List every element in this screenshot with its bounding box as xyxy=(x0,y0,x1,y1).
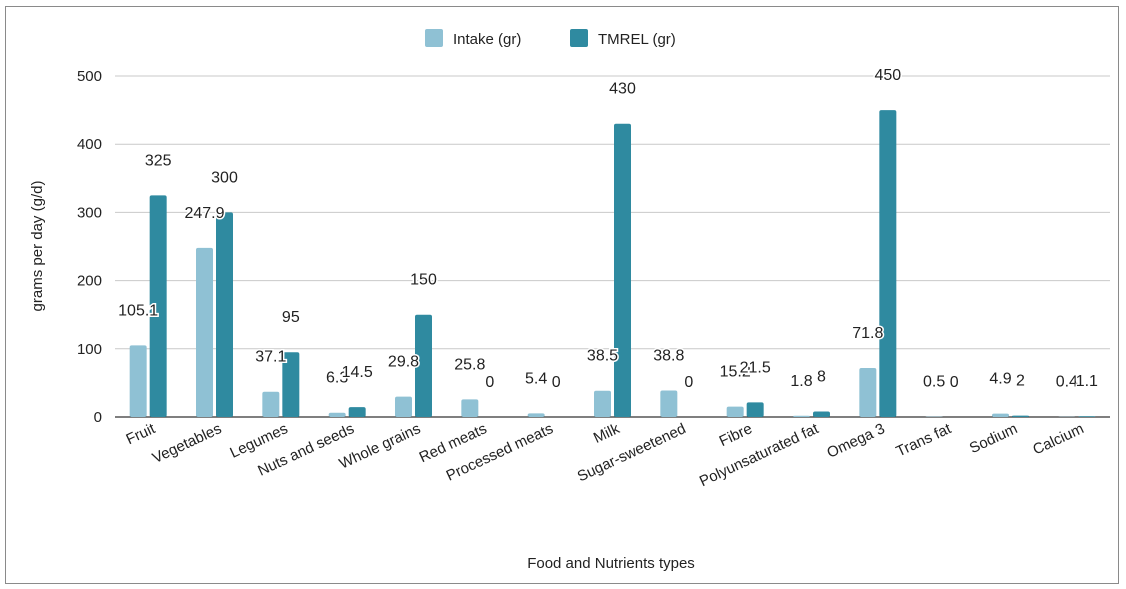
bar-intake xyxy=(793,415,810,417)
x-tick-label: Fruit xyxy=(123,420,158,448)
x-tick-label: Fibre xyxy=(717,420,755,450)
y-tick-label: 400 xyxy=(77,136,102,153)
legend-swatch-intake xyxy=(425,29,443,47)
x-axis-title: Food and Nutrients types xyxy=(527,555,695,572)
x-tick-label: Trans fat xyxy=(894,420,955,461)
data-label: 21.5 xyxy=(740,359,771,376)
legend-label-intake: Intake (gr) xyxy=(453,31,521,48)
data-label: 8 xyxy=(817,369,826,386)
legend: Intake (gr) TMREL (gr) xyxy=(425,29,676,48)
data-label: 0 xyxy=(552,374,561,391)
bar-tmrel xyxy=(879,110,897,417)
data-label: 430 xyxy=(609,81,636,98)
bar-tmrel xyxy=(348,407,366,417)
bar-intake xyxy=(992,413,1009,417)
y-tick-label: 100 xyxy=(77,341,102,358)
data-label: 38.8 xyxy=(653,348,684,365)
bar-intake xyxy=(594,390,611,417)
x-tick-label: Calcium xyxy=(1030,420,1086,458)
bar-tmrel xyxy=(614,123,631,418)
data-label: 1.1 xyxy=(1076,373,1098,390)
data-label: 15.2 xyxy=(720,364,751,381)
x-tick-label: Milk xyxy=(591,420,623,447)
data-label: 0.5 xyxy=(923,374,945,391)
data-label: 29.8 xyxy=(388,354,419,371)
bars xyxy=(129,110,1096,418)
data-label: 1.8 xyxy=(790,373,812,390)
bar-intake xyxy=(129,345,147,417)
data-label: 25.8 xyxy=(454,356,485,373)
data-label: 4.9 xyxy=(989,371,1011,388)
data-label: 450 xyxy=(874,67,901,84)
data-label: 105.1 xyxy=(118,302,158,319)
bar-tmrel xyxy=(1078,416,1096,417)
data-label: 325 xyxy=(145,152,172,169)
bar-tmrel xyxy=(149,195,167,417)
data-label: 300 xyxy=(211,169,238,186)
y-axis-title: grams per day (g/d) xyxy=(29,181,46,312)
x-tick-label: Vegetables xyxy=(150,420,224,467)
bar-intake xyxy=(328,412,346,417)
data-label: 14.5 xyxy=(342,364,373,381)
bar-tmrel xyxy=(415,314,432,417)
bar-intake xyxy=(395,396,412,417)
data-label: 38.5 xyxy=(587,348,618,365)
data-label: 0 xyxy=(950,374,959,391)
y-tick-label: 500 xyxy=(77,68,102,85)
y-tick-label: 300 xyxy=(77,204,102,221)
data-label: 0 xyxy=(684,374,693,391)
bar-intake xyxy=(196,247,213,417)
bar-tmrel xyxy=(216,212,233,417)
y-tick-label: 0 xyxy=(94,409,102,426)
data-label: 5.4 xyxy=(525,370,547,387)
x-tick-label: Polyunsaturated fat xyxy=(697,420,822,490)
x-tick-label: Sodium xyxy=(967,420,1020,457)
bar-intake xyxy=(859,368,877,417)
bar-tmrel xyxy=(1012,415,1029,417)
bar-intake xyxy=(660,390,678,417)
data-label: 247.9 xyxy=(184,205,224,222)
x-tick-label: Omega 3 xyxy=(824,420,887,461)
data-label: 6.3 xyxy=(326,370,348,387)
bar-tmrel xyxy=(813,411,830,417)
bar-tmrel xyxy=(746,402,764,417)
legend-label-tmrel: TMREL (gr) xyxy=(598,31,676,48)
data-label: 0.4 xyxy=(1056,374,1078,391)
data-label: 71.8 xyxy=(852,325,883,342)
bar-intake xyxy=(262,391,280,417)
bar-tmrel xyxy=(282,352,300,417)
bar-intake xyxy=(461,399,479,417)
bar-intake xyxy=(527,413,545,417)
legend-swatch-tmrel xyxy=(570,29,588,47)
data-label: 37.1 xyxy=(255,349,286,366)
data-labels: 105.1 325 247.9 300 37.1 95 6.314.5 29.8 150 25.8… xyxy=(117,66,1100,393)
data-label: 150 xyxy=(410,272,437,289)
data-label: 0 xyxy=(485,374,494,391)
y-tick-label: 200 xyxy=(77,273,102,290)
chart-frame xyxy=(5,6,1119,584)
bar-intake xyxy=(726,406,744,417)
data-label: 2 xyxy=(1016,373,1025,390)
gridlines xyxy=(115,75,1110,418)
data-label: 95 xyxy=(282,309,300,326)
